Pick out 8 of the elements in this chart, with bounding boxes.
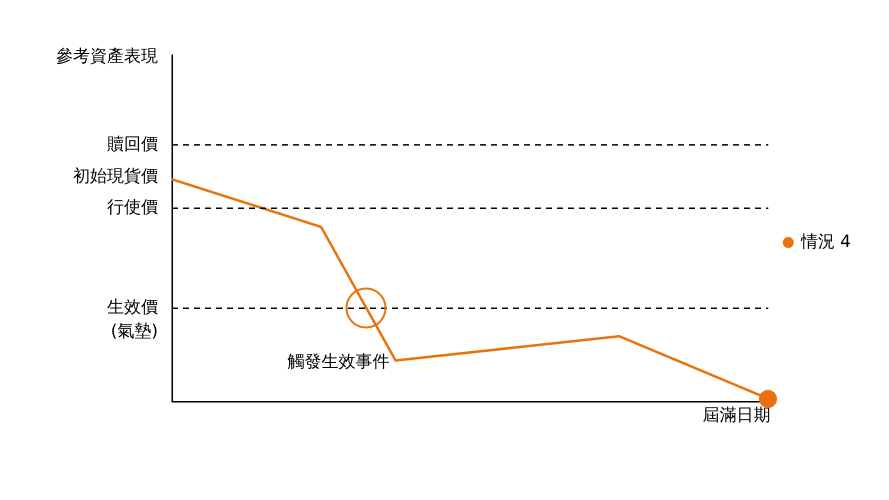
x-axis-title: 屆滿日期 (702, 406, 770, 426)
annotation: 觸發生效事件 (288, 352, 390, 372)
ref-line-label: 行使價 (107, 198, 158, 218)
text: 初始現貨價 (73, 166, 158, 187)
text: 參考資產表現 (56, 46, 158, 66)
legend-label: 情況 4 (800, 232, 852, 252)
ref-line-label: 贖回價 (107, 134, 158, 154)
ref-line-label: 生效價 (氣墊) (107, 298, 158, 342)
